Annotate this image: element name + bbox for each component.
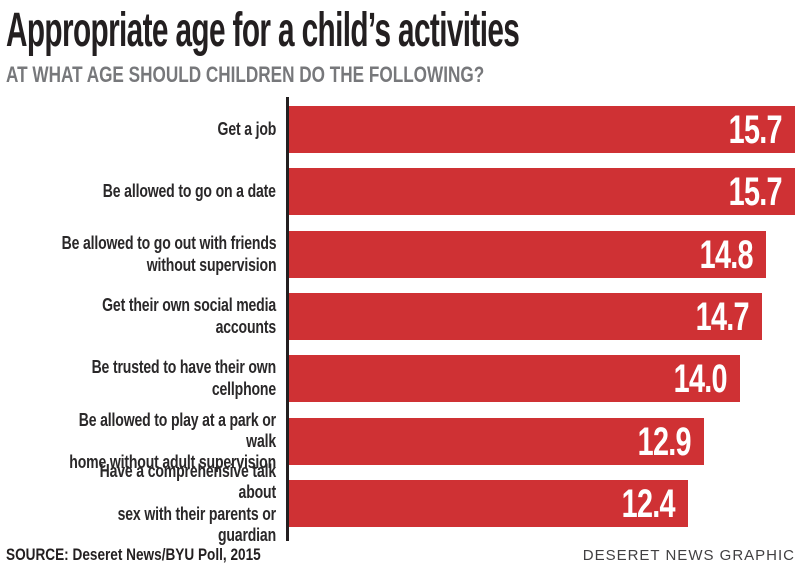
value-label: 14.7 — [695, 294, 750, 339]
value-label: 15.7 — [728, 107, 783, 152]
bar-row: Be allowed to play at a park or walk hom… — [0, 410, 800, 472]
category-label-text: Be allowed to play at a park or walk hom… — [69, 409, 276, 473]
category-label: Get a job — [0, 106, 276, 153]
bar-row: Be allowed to go on a date 15.7 — [0, 168, 800, 215]
page-title-text: Appropriate age for a child’s activities — [6, 4, 520, 57]
bar-row: Be allowed to go out with friends withou… — [0, 231, 800, 278]
value-label: 12.4 — [621, 481, 676, 526]
category-label: Be allowed to go on a date — [0, 168, 276, 215]
axis-line — [286, 97, 289, 541]
bar-row: Get their own social media accounts 14.7 — [0, 293, 800, 340]
category-label: Be trusted to have their own cellphone — [0, 355, 277, 402]
category-label-text: Get a job — [217, 118, 276, 139]
value-label: 12.9 — [637, 419, 692, 464]
source-note: SOURCE: Deseret News/BYU Poll, 2015 — [6, 545, 324, 565]
category-label-text: Be trusted to have their own cellphone — [91, 357, 277, 399]
category-label: Be allowed to go out with friends withou… — [0, 231, 276, 278]
category-label-text: Be allowed to go out with friends withou… — [61, 233, 276, 275]
bar: 12.4 — [289, 480, 688, 527]
value-label: 15.7 — [728, 169, 783, 214]
category-label-text: Get their own social media accounts — [102, 295, 277, 337]
category-label-text: Have a comprehensive talk about sex with… — [99, 461, 277, 545]
bar-row: Have a comprehensive talk about sex with… — [0, 461, 800, 545]
bar: 14.8 — [289, 231, 766, 278]
bar: 12.9 — [289, 418, 704, 465]
category-label: Get their own social media accounts — [0, 293, 276, 340]
bar: 14.0 — [289, 355, 740, 402]
bar-row: Get a job 15.7 — [0, 106, 800, 153]
bar: 15.7 — [289, 168, 795, 215]
page-title: Appropriate age for a child’s activities — [6, 4, 800, 57]
chart-subtitle: AT WHAT AGE SHOULD CHILDREN DO THE FOLLO… — [6, 64, 619, 86]
credit-note: DESERET NEWS GRAPHIC — [582, 547, 795, 564]
value-label: 14.0 — [673, 356, 728, 401]
category-label-text: Be allowed to go on a date — [102, 180, 276, 201]
bar: 14.7 — [289, 293, 762, 340]
source-note-text: SOURCE: Deseret News/BYU Poll, 2015 — [6, 545, 261, 564]
bar-row: Be trusted to have their own cellphone 14… — [0, 355, 800, 402]
chart-subtitle-text: AT WHAT AGE SHOULD CHILDREN DO THE FOLLO… — [6, 62, 485, 87]
category-label: Have a comprehensive talk about sex with… — [0, 461, 277, 544]
bar: 15.7 — [289, 106, 795, 153]
category-label: Be allowed to play at a park or walk hom… — [0, 410, 276, 472]
value-label: 14.8 — [699, 232, 754, 277]
